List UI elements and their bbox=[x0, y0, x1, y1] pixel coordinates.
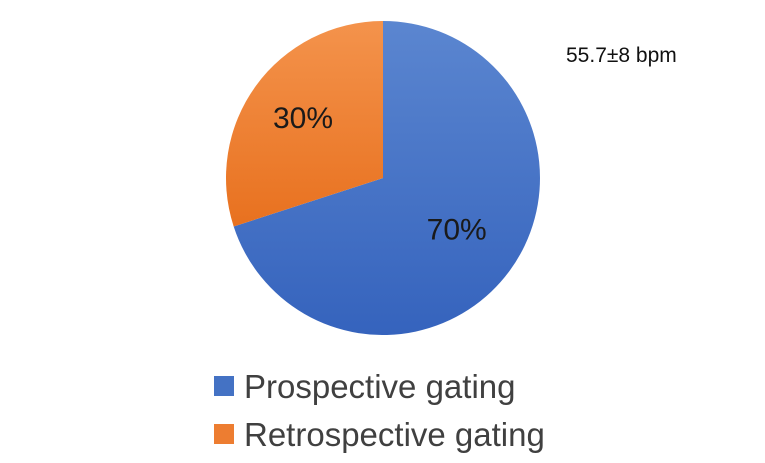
legend-label-retrospective: Retrospective gating bbox=[244, 415, 545, 453]
legend-swatch-retrospective bbox=[214, 424, 234, 444]
pie-slices bbox=[225, 20, 540, 335]
legend-item-retrospective: Retrospective gating bbox=[214, 410, 545, 458]
legend-swatch-prospective bbox=[214, 376, 234, 396]
legend-item-prospective: Prospective gating bbox=[214, 362, 545, 410]
legend-label-prospective: Prospective gating bbox=[244, 367, 516, 405]
pie-data-labels: 70% 30% bbox=[273, 102, 487, 247]
data-label-retrospective: 30% bbox=[273, 102, 333, 135]
data-label-prospective: 70% bbox=[427, 213, 487, 246]
pie-slice-prospective bbox=[233, 21, 540, 335]
pie-slice-retrospective bbox=[225, 20, 383, 227]
legend: Prospective gating Retrospective gating bbox=[214, 362, 545, 458]
heart-rate-annotation: 55.7±8 bpm bbox=[566, 44, 677, 67]
